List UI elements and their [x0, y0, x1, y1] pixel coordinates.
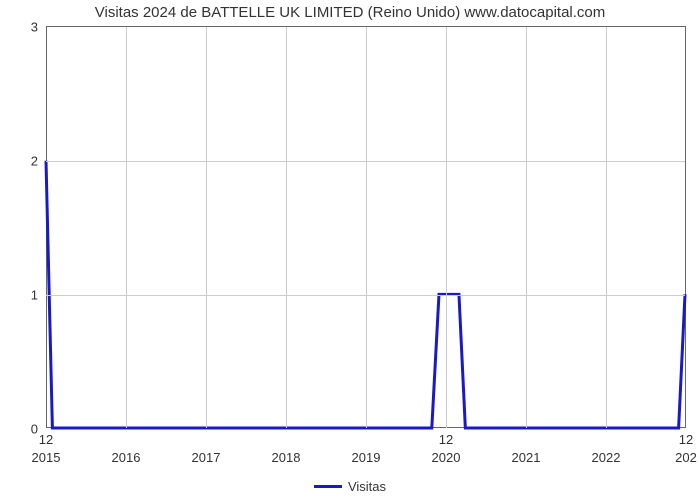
gridline-vertical	[606, 27, 607, 428]
x-tick-label: 2015	[32, 450, 61, 465]
x-tick-label: 2018	[272, 450, 301, 465]
x-tick-label: 2020	[432, 450, 461, 465]
x-tick-label: 202	[675, 450, 697, 465]
x-tick-label: 2022	[592, 450, 621, 465]
chart-title: Visitas 2024 de BATTELLE UK LIMITED (Rei…	[0, 4, 700, 21]
x-tick-label: 2017	[192, 450, 221, 465]
x-tick-label: 2019	[352, 450, 381, 465]
x-tick-label-secondary: 12	[439, 432, 453, 447]
x-tick-label-secondary: 12	[39, 432, 53, 447]
chart-legend: Visitas	[0, 478, 700, 494]
legend-label: Visitas	[348, 479, 386, 494]
y-tick-label: 0	[31, 422, 38, 437]
y-tick-label: 1	[31, 288, 38, 303]
gridline-vertical	[446, 27, 447, 428]
x-tick-label: 2016	[112, 450, 141, 465]
gridline-vertical	[286, 27, 287, 428]
plot-area: 0123201512201620172018201920201220212022…	[46, 26, 686, 428]
visits-chart: Visitas 2024 de BATTELLE UK LIMITED (Rei…	[0, 0, 700, 500]
gridline-vertical	[526, 27, 527, 428]
legend-swatch	[314, 485, 342, 488]
y-tick-label: 3	[31, 20, 38, 35]
x-tick-label-secondary: 12	[679, 432, 693, 447]
x-tick-label: 2021	[512, 450, 541, 465]
gridline-vertical	[366, 27, 367, 428]
gridline-vertical	[206, 27, 207, 428]
y-tick-label: 2	[31, 154, 38, 169]
gridline-vertical	[126, 27, 127, 428]
